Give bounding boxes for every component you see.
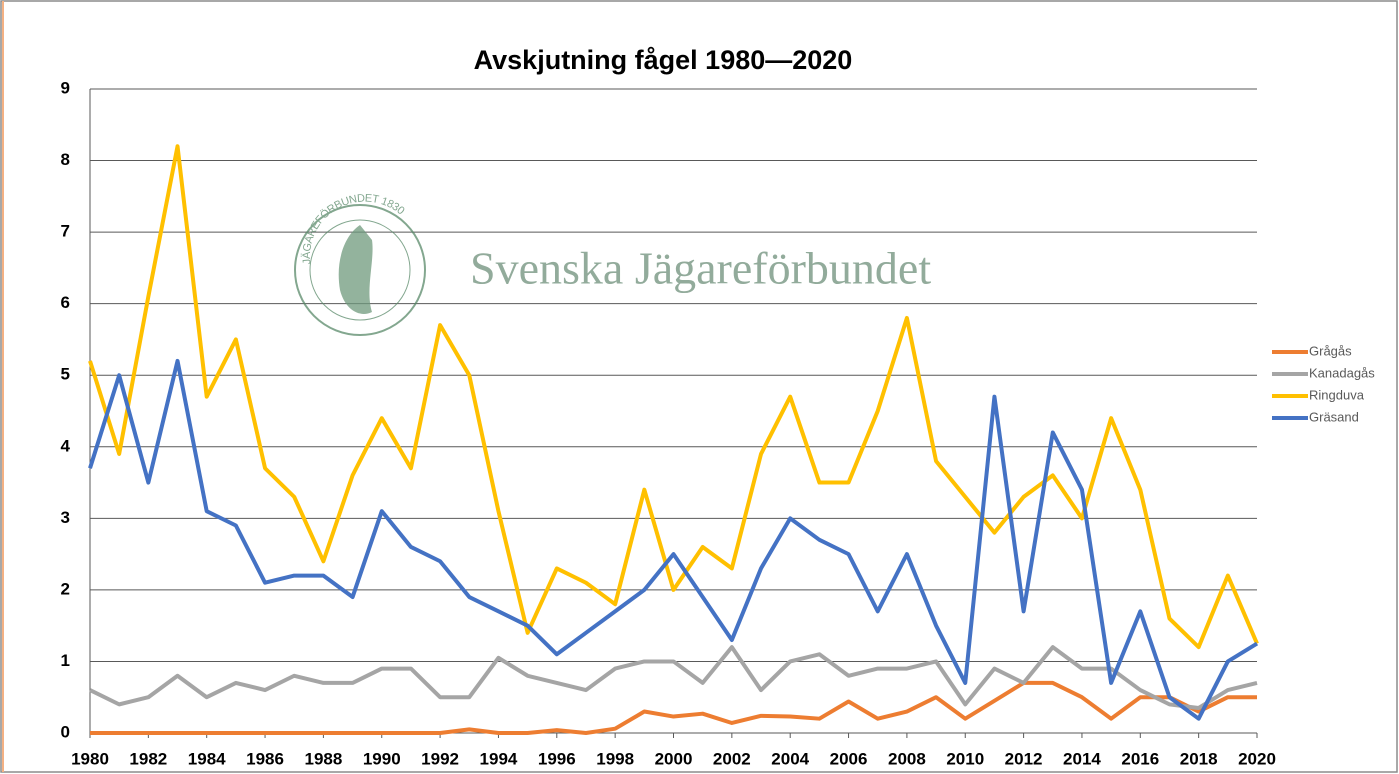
x-tick-label: 2010 [946,749,984,768]
y-tick-label: 0 [61,722,70,741]
legend-label: Kanadagås [1309,365,1375,380]
series-line [89,645,1258,710]
x-tick-label: 1984 [188,749,226,768]
x-tick-label: 1988 [304,749,342,768]
x-tick-label: 2002 [713,749,751,768]
legend-label: Gräsand [1309,409,1359,424]
logo-ring-inner [309,219,411,321]
x-tick-label: 1998 [596,749,634,768]
x-tick-label: 2000 [655,749,693,768]
y-tick-label: 5 [61,365,70,384]
x-tick-label: 1996 [538,749,576,768]
x-tick-label: 2016 [1121,749,1159,768]
x-tick-label: 2014 [1063,749,1101,768]
y-tick-label: 4 [61,436,71,455]
x-tick-label: 1994 [480,749,518,768]
x-tick-label: 2006 [830,749,868,768]
y-tick-label: 8 [61,150,70,169]
x-tick-label: 1980 [71,749,109,768]
y-tick-label: 2 [61,579,70,598]
x-tick-label: 1992 [421,749,459,768]
logo-bird [338,225,373,314]
logo-ring [294,204,426,336]
x-tick-label: 2020 [1238,749,1276,768]
series-line [88,144,1259,650]
series-line [90,680,1257,735]
x-tick-label: 2004 [771,749,809,768]
legend-label: Grågås [1309,343,1352,358]
y-tick-label: 7 [61,222,70,241]
y-tick-label: 6 [61,293,70,312]
y-tick-label: 3 [61,508,70,527]
legend-label: Ringduva [1309,387,1365,402]
x-tick-label: 2012 [1005,749,1043,768]
y-tick-label: 9 [61,78,70,97]
series-line [88,358,1259,721]
watermark-text: Svenska Jägareförbundet [470,243,931,294]
x-tick-label: 2008 [888,749,926,768]
x-tick-label: 1982 [129,749,167,768]
x-tick-label: 1986 [246,749,284,768]
chart-title: Avskjutning fågel 1980—2020 [474,45,853,75]
watermark: JÄGAREFÖRBUNDET 1830 Svenska Jägareförbu… [294,192,931,336]
y-tick-label: 1 [61,651,70,670]
x-tick-label: 1990 [363,749,401,768]
x-tick-label: 2018 [1180,749,1218,768]
